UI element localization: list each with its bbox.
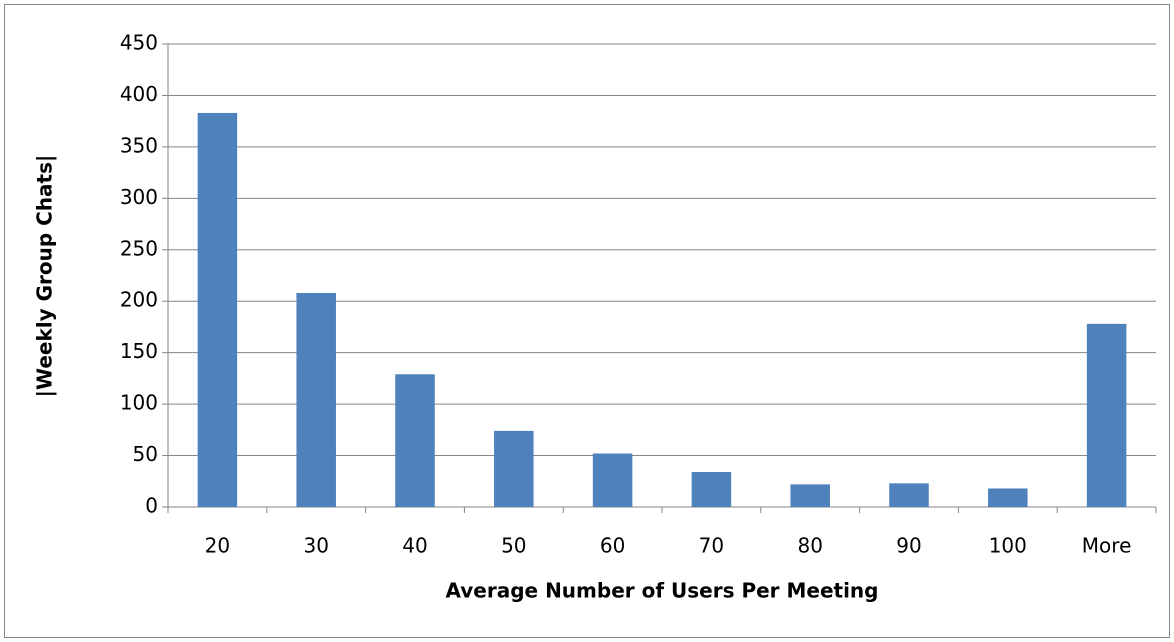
x-tick-label: 20 (205, 534, 230, 558)
bar (494, 430, 534, 507)
bar (395, 374, 435, 507)
y-tick-label: 450 (120, 31, 158, 55)
x-tick-label: 90 (896, 534, 921, 558)
x-tick-label: 40 (402, 534, 427, 558)
x-tick-label: 100 (989, 534, 1027, 558)
y-tick-label: 50 (133, 442, 158, 466)
y-tick-label: 0 (145, 494, 158, 518)
y-tick-label: 350 (120, 133, 158, 157)
bar (592, 453, 633, 507)
y-axis-title: |Weekly Group Chats| (33, 155, 57, 398)
x-tick-label: 30 (303, 534, 328, 558)
y-tick-label: 400 (120, 82, 158, 106)
bar (1086, 323, 1127, 507)
x-tick-label: 80 (797, 534, 822, 558)
y-tick-label: 100 (120, 391, 158, 415)
y-tick-label: 200 (120, 288, 158, 312)
bar (988, 488, 1028, 507)
y-tick-label: 150 (120, 339, 158, 363)
y-tick-label: 300 (120, 185, 158, 209)
x-axis-title: Average Number of Users Per Meeting (446, 579, 879, 603)
x-tick-label: 60 (600, 534, 625, 558)
bar (296, 292, 336, 507)
bar (691, 472, 732, 507)
x-tick-label: 70 (699, 534, 724, 558)
x-tick-label: More (1082, 534, 1132, 558)
bar (889, 483, 929, 507)
bar (790, 484, 830, 507)
x-tick-label: 50 (501, 534, 526, 558)
y-tick-label: 250 (120, 236, 158, 260)
bar (197, 112, 238, 508)
